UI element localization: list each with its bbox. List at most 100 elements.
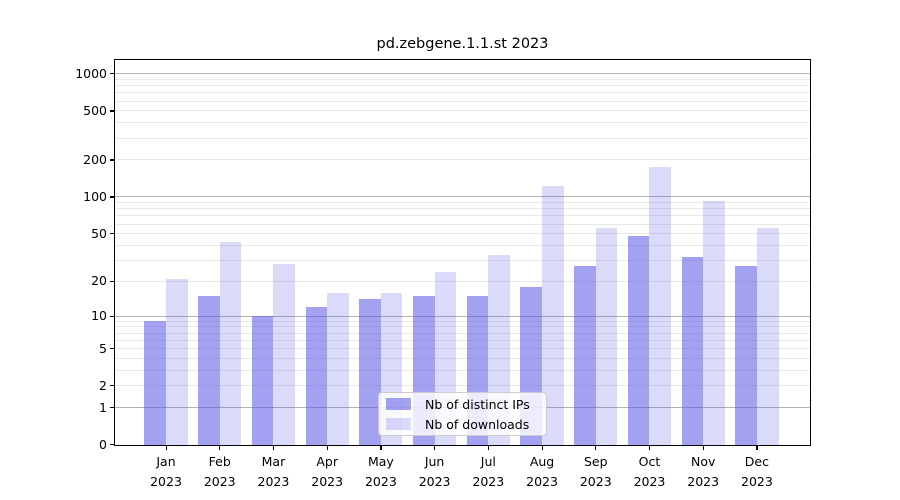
x-tick-label: Jun 2023 (418, 454, 451, 489)
bar-distinct-ips (305, 307, 328, 445)
y-gridline (115, 85, 810, 87)
bar-distinct-ips (198, 295, 220, 445)
legend-swatch-downloads (386, 418, 411, 430)
bar-distinct-ips (681, 257, 704, 445)
y-gridline (115, 208, 810, 210)
x-tick-label: Sep 2023 (579, 454, 612, 489)
bar-distinct-ips (574, 265, 596, 445)
y-gridline (115, 78, 810, 80)
legend-item-distinct-ips: Nb of distinct IPs (386, 396, 546, 413)
y-tick-label: 0 (99, 436, 107, 452)
bar-downloads (273, 263, 296, 445)
bar-distinct-ips (735, 265, 757, 445)
y-gridline (115, 315, 810, 317)
y-tick-label: 50 (91, 225, 107, 241)
y-tick-label: 20 (91, 273, 107, 289)
bar-downloads (542, 185, 564, 445)
bar-distinct-ips (144, 321, 166, 445)
y-gridline (115, 385, 810, 387)
y-gridline (115, 280, 810, 282)
y-gridline (115, 233, 810, 235)
y-tick-mark (110, 280, 114, 282)
y-gridline (115, 92, 810, 94)
y-tick-mark (110, 315, 114, 317)
bar-downloads (595, 227, 618, 445)
y-gridline (115, 244, 810, 246)
y-tick-label: 500 (83, 102, 107, 118)
legend-swatch-distinct-ips (386, 398, 411, 410)
x-tick-label: Dec 2023 (741, 454, 773, 489)
chart-title: pd.zebgene.1.1.st 2023 (376, 36, 549, 52)
y-gridline (115, 259, 810, 261)
x-tick-label: Apr 2023 (311, 454, 344, 489)
y-tick-mark (110, 348, 114, 350)
y-tick-label: 1000 (75, 65, 107, 81)
y-tick-mark (110, 444, 114, 446)
y-tick-mark (110, 407, 114, 409)
x-tick-mark (219, 446, 221, 450)
x-tick-label: Jul 2023 (472, 454, 505, 489)
y-tick-label: 200 (83, 151, 107, 167)
y-tick-mark (110, 196, 114, 198)
y-tick-label: 2 (99, 377, 107, 393)
x-tick-mark (165, 446, 167, 450)
y-gridline (115, 348, 810, 350)
y-tick-label: 100 (83, 188, 107, 204)
y-tick-label: 10 (91, 308, 107, 324)
y-tick-mark (110, 233, 114, 235)
x-tick-label: Mar 2023 (257, 454, 290, 489)
bar-downloads (166, 278, 188, 445)
bar-downloads (756, 227, 779, 445)
y-tick-mark (110, 110, 114, 112)
y-gridline (115, 73, 810, 75)
legend-label-distinct-ips: Nb of distinct IPs (425, 396, 530, 412)
y-gridline (115, 223, 810, 225)
y-tick-label: 5 (99, 340, 107, 356)
x-tick-mark (272, 446, 275, 450)
x-tick-label: Feb 2023 (203, 454, 236, 489)
x-tick-label: May 2023 (364, 454, 397, 489)
bar-distinct-ips (627, 235, 650, 445)
y-gridline (115, 339, 810, 341)
legend-label-downloads: Nb of downloads (425, 416, 530, 432)
plot-area (114, 59, 811, 446)
y-gridline (115, 100, 810, 102)
y-tick-label: 1 (99, 399, 107, 415)
y-gridline (115, 369, 810, 371)
y-gridline (115, 332, 810, 334)
y-gridline (115, 357, 810, 359)
x-tick-mark (756, 446, 758, 450)
y-gridline (115, 202, 810, 204)
bar-downloads (703, 201, 725, 445)
bar-downloads (649, 166, 672, 445)
y-tick-mark (110, 385, 114, 387)
y-gridline (115, 196, 810, 198)
x-tick-mark (648, 446, 651, 450)
y-tick-mark (110, 73, 114, 75)
bar-downloads (219, 241, 242, 445)
legend: Nb of distinct IPs Nb of downloads (378, 392, 547, 436)
x-tick-mark (326, 446, 328, 450)
x-tick-mark (595, 446, 597, 450)
y-gridline (115, 122, 810, 124)
y-gridline (115, 326, 810, 328)
legend-item-downloads: Nb of downloads (386, 416, 546, 433)
x-tick-mark (434, 446, 436, 450)
y-gridline (115, 215, 810, 217)
y-gridline (115, 137, 810, 139)
bar-distinct-ips (359, 299, 381, 445)
x-tick-mark (702, 446, 704, 450)
x-tick-label: Jan 2023 (150, 454, 182, 489)
bar-distinct-ips (251, 316, 274, 445)
x-tick-mark (541, 446, 543, 450)
y-gridline (115, 159, 810, 161)
y-gridline (115, 320, 810, 322)
x-tick-label: Nov 2023 (687, 454, 720, 489)
y-tick-mark (110, 159, 114, 161)
x-tick-label: Oct 2023 (633, 454, 666, 489)
x-tick-mark (380, 446, 382, 450)
y-gridline (115, 110, 810, 112)
x-tick-mark (487, 446, 489, 450)
x-tick-label: Aug 2023 (526, 454, 558, 489)
